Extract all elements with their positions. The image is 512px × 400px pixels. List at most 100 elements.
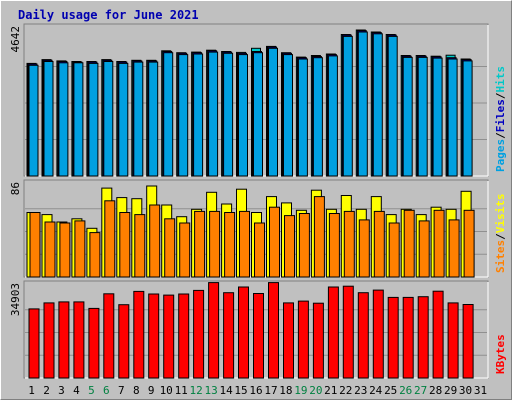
axis-label-part: Sites (494, 240, 507, 273)
tick-label-day-15: 15 (234, 384, 247, 397)
tick-label-day-25: 25 (384, 384, 397, 397)
bar-kbytes-day-6 (103, 293, 115, 379)
bar-kbytes-day-11 (178, 293, 190, 379)
tick-label-day-22: 22 (339, 384, 352, 397)
bar-kbytes-day-10 (163, 294, 175, 379)
axis-label-part: Visits (494, 194, 507, 234)
bar-kbytes-day-24 (372, 289, 384, 379)
bar-pages-day-7 (118, 62, 129, 177)
bar-pages-day-22 (342, 35, 353, 177)
bar-sites-day-26 (403, 209, 415, 278)
tick-label-day-2: 2 (43, 384, 50, 397)
bar-sites-day-4 (74, 220, 86, 278)
bar-kbytes-day-23 (357, 292, 369, 379)
bar-sites-day-5 (89, 232, 101, 278)
bar-sites-day-14 (224, 212, 236, 278)
bar-sites-day-18 (284, 215, 295, 278)
bar-pages-day-14 (223, 52, 234, 177)
bar-kbytes-day-4 (73, 301, 85, 379)
tick-label-day-21: 21 (324, 384, 337, 397)
bar-sites-day-15 (239, 210, 250, 278)
tick-label-day-24: 24 (369, 384, 383, 397)
bar-sites-day-25 (388, 222, 400, 278)
bar-sites-day-23 (358, 219, 370, 278)
bar-pages-day-10 (163, 52, 174, 177)
tick-label-day-5: 5 (88, 384, 95, 397)
bar-kbytes-day-12 (193, 289, 205, 379)
bar-kbytes-day-15 (238, 286, 249, 379)
axis-label-kbytes: KBytes (494, 334, 507, 374)
tick-label-day-3: 3 (58, 384, 65, 397)
bar-sites-day-12 (194, 210, 206, 278)
bar-kbytes-day-22 (342, 285, 354, 379)
bar-kbytes-day-7 (118, 304, 130, 379)
tick-label-day-6: 6 (103, 384, 110, 397)
axis-label-part: / (494, 233, 507, 240)
bar-pages-day-17 (268, 47, 278, 177)
bar-kbytes-day-26 (402, 296, 414, 379)
tick-label-day-14: 14 (219, 384, 233, 397)
bar-sites-day-27 (418, 220, 430, 278)
bar-sites-day-6 (104, 200, 116, 278)
max-label-kbytes: 34903 (9, 283, 22, 316)
bar-pages-day-27 (417, 56, 428, 177)
bar-sites-day-2 (44, 221, 56, 278)
bar-pages-day-6 (103, 61, 114, 177)
bar-sites-day-17 (269, 206, 280, 278)
axis-label-part: / (494, 132, 507, 139)
bar-kbytes-day-21 (327, 286, 339, 379)
bar-kbytes-day-20 (312, 302, 324, 379)
tick-label-day-27: 27 (414, 384, 427, 397)
bar-kbytes-day-18 (283, 302, 294, 379)
tick-label-day-16: 16 (249, 384, 262, 397)
bar-kbytes-day-25 (387, 296, 399, 379)
bar-pages-day-20 (312, 57, 323, 177)
bar-pages-day-23 (357, 31, 368, 177)
bar-kbytes-day-19 (297, 300, 309, 379)
tick-label-day-4: 4 (73, 384, 80, 397)
bar-pages-day-19 (297, 58, 308, 177)
bar-kbytes-day-30 (462, 304, 474, 379)
bar-sites-day-3 (59, 222, 71, 278)
bar-sites-day-29 (448, 219, 460, 278)
bar-pages-day-26 (402, 56, 413, 177)
bar-kbytes-day-29 (447, 302, 459, 379)
bar-pages-day-18 (283, 54, 293, 177)
tick-label-day-11: 11 (175, 384, 188, 397)
tick-label-day-1: 1 (28, 384, 35, 397)
bar-pages-day-9 (148, 61, 159, 177)
bar-pages-day-21 (327, 55, 338, 177)
bar-kbytes-day-13 (208, 282, 220, 379)
bar-sites-day-28 (433, 209, 445, 278)
axis-label-part: KBytes (494, 334, 507, 374)
bar-sites-day-22 (343, 210, 355, 278)
bar-sites-day-30 (463, 209, 475, 278)
bar-pages-day-28 (432, 57, 443, 177)
bar-kbytes-day-9 (148, 293, 160, 379)
bar-sites-day-16 (254, 222, 265, 278)
bar-kbytes-day-3 (58, 301, 70, 379)
bar-sites-day-9 (149, 204, 161, 278)
chart-title: Daily usage for June 2021 (18, 8, 199, 22)
bar-pages-day-24 (372, 33, 383, 177)
tick-label-day-28: 28 (429, 384, 442, 397)
axis-label-part: / (494, 92, 507, 99)
bar-sites-day-24 (373, 210, 385, 278)
bar-sites-day-7 (119, 212, 131, 278)
axis-label-part: Hits (494, 66, 507, 93)
bar-kbytes-day-2 (43, 302, 55, 379)
tick-label-day-10: 10 (160, 384, 173, 397)
bar-sites-day-8 (134, 214, 146, 278)
bar-pages-day-13 (208, 51, 219, 177)
tick-label-day-26: 26 (399, 384, 412, 397)
bar-kbytes-day-1 (28, 308, 40, 379)
bar-pages-day-8 (133, 61, 144, 177)
bar-kbytes-day-27 (417, 296, 429, 379)
bar-sites-day-10 (164, 218, 176, 278)
bar-sites-day-11 (179, 222, 191, 278)
tick-label-day-18: 18 (279, 384, 292, 397)
bar-pages-day-1 (28, 64, 39, 177)
tick-label-day-9: 9 (148, 384, 155, 397)
axis-label-part: Pages (494, 139, 507, 172)
